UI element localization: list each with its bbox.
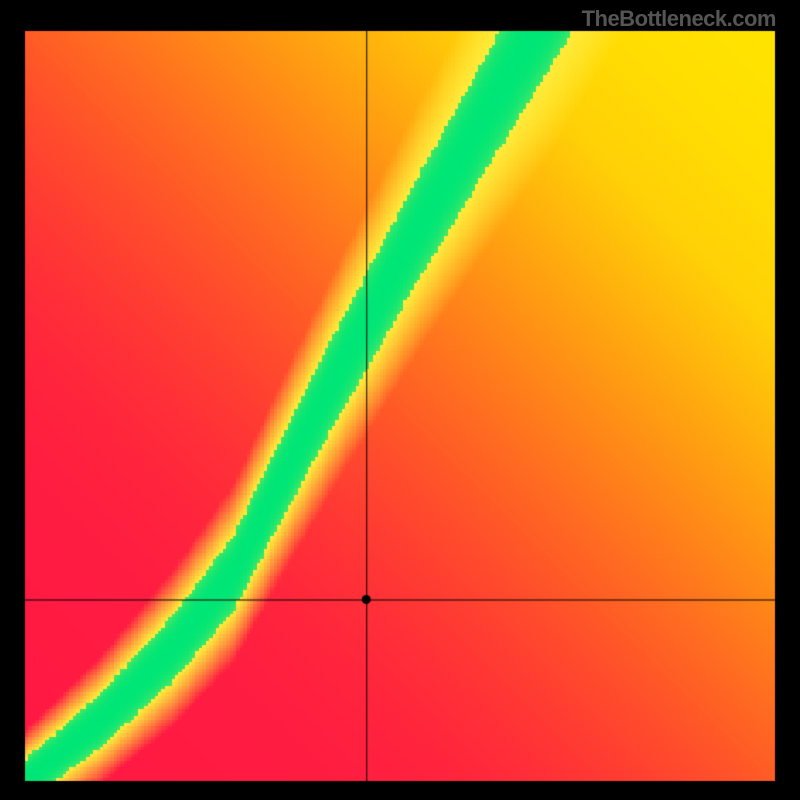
bottleneck-heatmap-canvas	[0, 0, 800, 800]
chart-container: TheBottleneck.com	[0, 0, 800, 800]
attribution-label: TheBottleneck.com	[582, 6, 776, 32]
